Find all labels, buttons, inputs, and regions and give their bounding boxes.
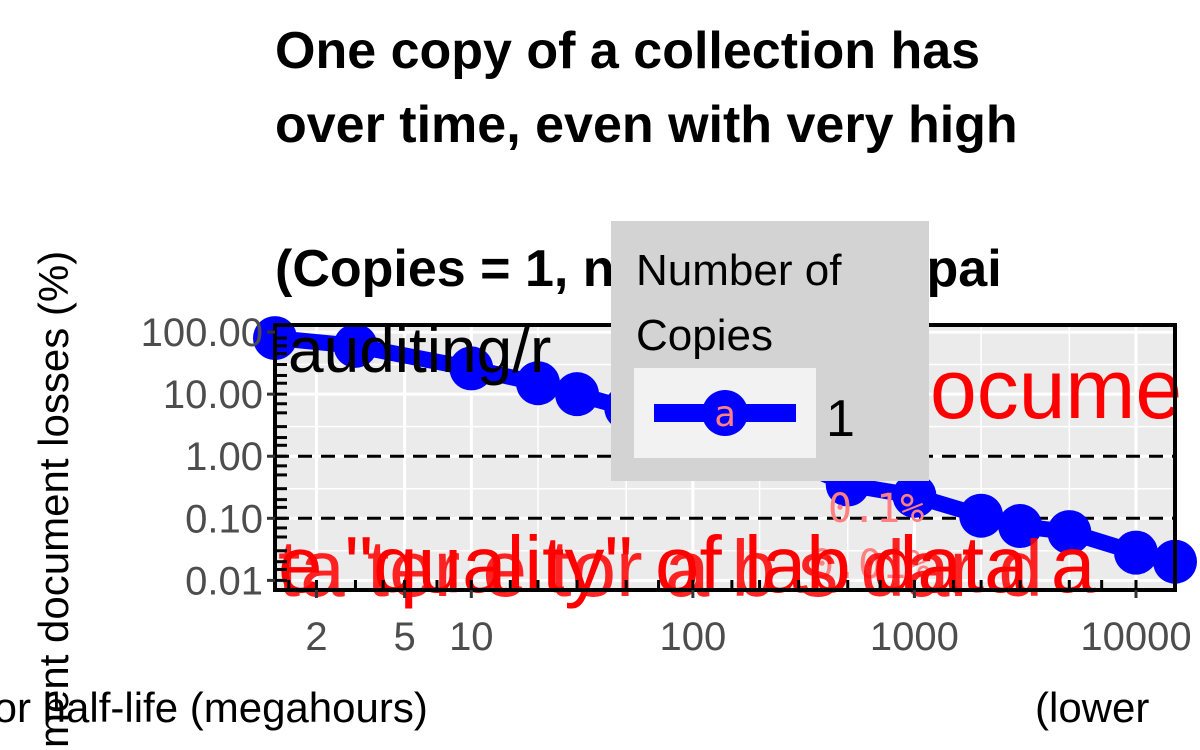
x-tick-label: 1000 [870,615,959,659]
legend-key-glyph: a [714,394,736,435]
x-tick-label: 5 [393,615,415,659]
x-tick-label: 2 [305,615,327,659]
data-point [959,493,1004,538]
data-point [449,346,494,391]
y-tick-label: 1.00 [185,435,263,479]
data-point [555,372,600,417]
data-point [892,473,937,518]
data-point [998,504,1043,549]
data-point [516,361,561,406]
x-axis-title: tor half-life (megahours) [0,684,428,731]
y-tick-label: 10.00 [163,373,263,417]
y-tick-label: 0.01 [185,559,263,603]
x-tick-label: 10000 [1080,615,1191,659]
data-point [333,323,378,368]
legend-title-line-1: Number of [636,246,842,295]
y-tick-label: 0.10 [185,497,263,541]
axis-rug [275,336,1138,590]
x-tick-label: 100 [659,615,726,659]
annotation-top-right: ocume [930,342,1182,436]
legend-title-line-2: Copies [636,311,773,360]
legend-label-series-1: 1 [826,390,855,448]
title-line-1: One copy of a collection has [275,22,980,80]
y-tick-label: 100.00 [141,311,263,355]
data-point [1047,510,1092,555]
data-point [1113,530,1158,575]
annotation-bottom-overlap: ta ter e tor a b s dar d [278,524,1043,613]
x-tick-label: 10 [449,615,494,659]
y-axis-title: ment document losses (%) [30,251,77,748]
x-axis-ticks: 2 5 10 100 1000 10000 [305,590,1192,659]
annotation-bottom: e "quality" of lab data a [278,520,1096,609]
legend-key-point [702,390,748,436]
annotation-mono-upper: 0.1% [828,486,924,532]
y-axis-ticks: 0.01 0.10 1.00 10.00 100.00 [141,311,275,603]
annotation-mono-lower: 0.01% [810,542,930,588]
legend: Number of Copies a 1 [611,221,929,481]
title-line-2: over time, even with very high [275,96,1018,154]
x-axis-title-right: (lower [1035,684,1149,731]
